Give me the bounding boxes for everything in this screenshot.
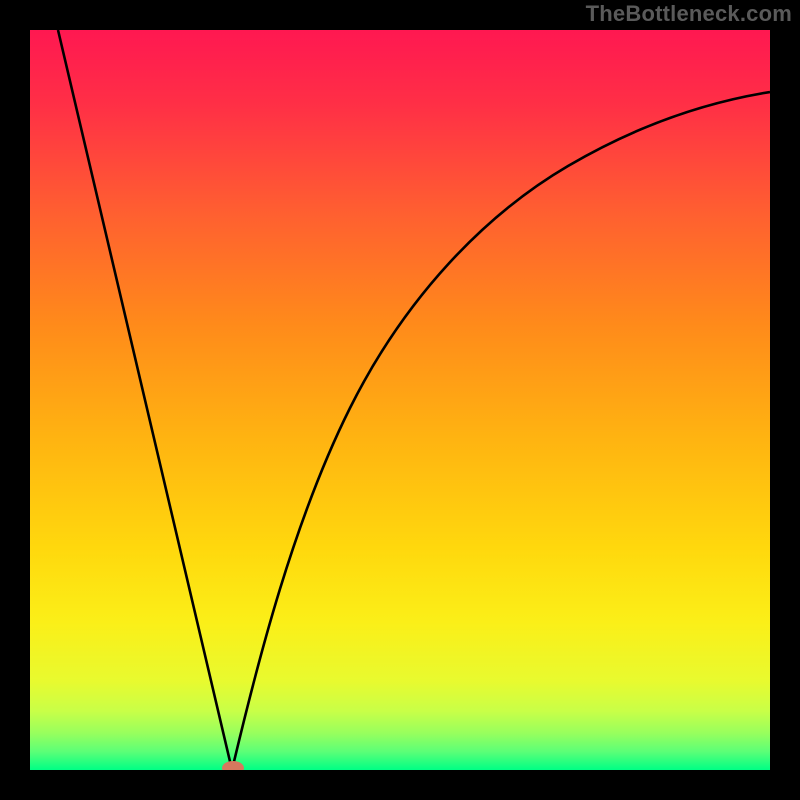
gradient-background bbox=[30, 30, 770, 770]
watermark-text: TheBottleneck.com bbox=[586, 1, 792, 27]
plot-area bbox=[30, 30, 770, 775]
chart-container: TheBottleneck.com bbox=[0, 0, 800, 800]
bottleneck-chart bbox=[0, 0, 800, 800]
